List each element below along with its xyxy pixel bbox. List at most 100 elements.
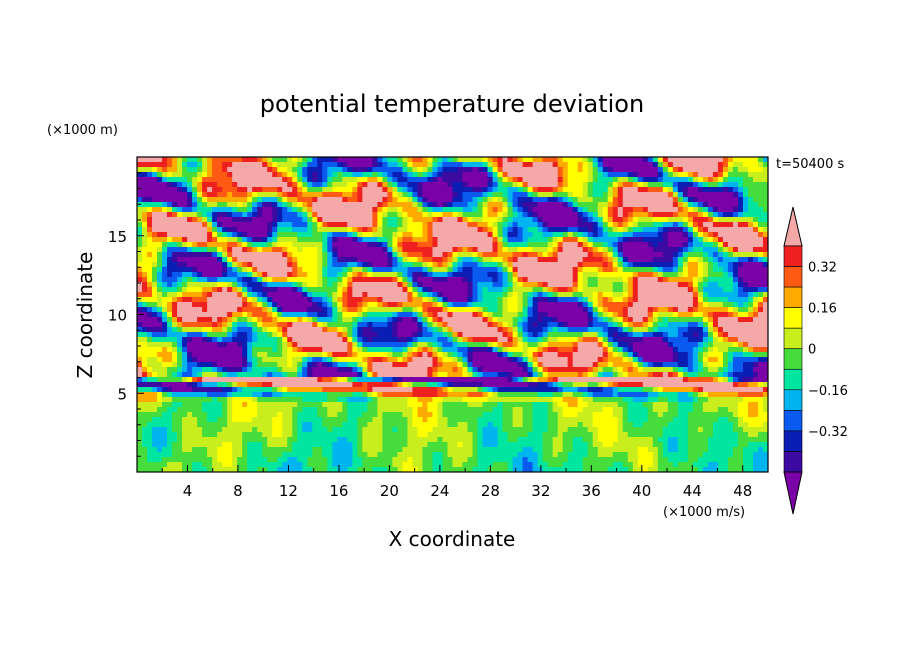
field-cell — [667, 297, 674, 303]
field-cell — [657, 242, 664, 248]
field-cell — [712, 172, 719, 178]
field-cell — [387, 197, 394, 203]
field-cell — [227, 262, 233, 268]
field-cell — [437, 332, 444, 338]
field-cell — [327, 342, 333, 348]
field-cell — [402, 192, 409, 198]
field-cell — [742, 177, 749, 183]
field-cell — [302, 237, 308, 243]
field-cell — [327, 162, 333, 168]
field-cell — [652, 282, 659, 288]
field-cell — [152, 292, 158, 298]
field-cell — [137, 272, 143, 278]
field-cell — [427, 242, 434, 248]
field-cell — [367, 302, 373, 308]
field-cell — [237, 257, 243, 263]
field-cell — [752, 197, 759, 203]
field-cell — [552, 202, 559, 208]
field-cell — [372, 307, 378, 313]
field-cell — [592, 237, 599, 243]
field-cell — [502, 347, 509, 353]
field-cell — [432, 352, 439, 358]
field-cell — [412, 192, 419, 198]
field-cell — [287, 177, 293, 183]
field-cell — [637, 177, 644, 183]
field-cell — [307, 217, 313, 223]
field-cell — [147, 247, 153, 253]
field-cell — [762, 342, 768, 348]
field-cell — [717, 302, 724, 308]
field-cell — [262, 227, 268, 233]
field-cell — [442, 232, 449, 238]
field-cell — [267, 322, 273, 328]
field-cell — [597, 207, 604, 213]
field-cell — [542, 322, 549, 328]
field-cell — [642, 347, 649, 353]
field-cell — [402, 267, 409, 273]
field-cell — [352, 257, 358, 263]
field-cell — [747, 297, 754, 303]
field-cell — [327, 287, 333, 293]
field-cell — [272, 277, 278, 283]
field-cell — [322, 212, 328, 218]
field-cell — [407, 257, 414, 263]
field-cell — [182, 232, 188, 238]
field-cell — [632, 167, 639, 173]
field-cell — [647, 282, 654, 288]
field-cell — [462, 187, 469, 193]
field-cell — [707, 322, 714, 328]
field-cell — [427, 302, 434, 308]
field-cell — [177, 162, 183, 168]
field-cell — [522, 302, 529, 308]
field-cell — [267, 332, 273, 338]
field-cell — [212, 317, 218, 323]
field-cell — [262, 287, 268, 293]
field-cell — [322, 262, 328, 268]
field-cell — [242, 277, 248, 283]
field-cell — [312, 312, 318, 318]
field-cell — [327, 297, 333, 303]
field-cell — [467, 227, 474, 233]
field-cell — [457, 342, 464, 348]
field-cell — [627, 232, 634, 238]
field-cell — [512, 207, 519, 213]
field-cell — [322, 277, 328, 283]
field-cell — [302, 227, 308, 233]
field-cell — [502, 232, 509, 238]
field-cell — [577, 342, 584, 348]
field-cell — [432, 287, 439, 293]
field-cell — [152, 207, 158, 213]
field-cell — [572, 347, 579, 353]
field-cell — [677, 337, 684, 343]
field-cell — [522, 342, 529, 348]
field-cell — [367, 217, 373, 223]
field-cell — [137, 307, 143, 313]
field-cell — [497, 227, 504, 233]
field-cell — [332, 282, 338, 288]
field-cell — [237, 302, 243, 308]
field-cell — [472, 282, 479, 288]
field-cell — [387, 317, 394, 323]
field-cell — [477, 292, 484, 298]
field-cell — [717, 192, 724, 198]
field-cell — [307, 327, 313, 333]
field-cell — [197, 297, 203, 303]
field-cell — [147, 312, 153, 318]
field-cell — [552, 167, 559, 173]
field-cell — [472, 162, 479, 168]
field-cell — [587, 167, 594, 173]
field-cell — [437, 202, 444, 208]
field-cell — [237, 307, 243, 313]
field-cell — [637, 232, 644, 238]
field-cell — [217, 337, 223, 343]
field-cell — [142, 352, 148, 358]
field-cell — [442, 342, 449, 348]
field-cell — [297, 167, 303, 173]
field-cell — [532, 282, 539, 288]
field-cell — [217, 162, 223, 168]
field-cell — [437, 187, 444, 193]
field-cell — [302, 242, 308, 248]
field-cell — [702, 217, 709, 223]
field-cell — [292, 292, 298, 298]
field-cell — [412, 312, 419, 318]
